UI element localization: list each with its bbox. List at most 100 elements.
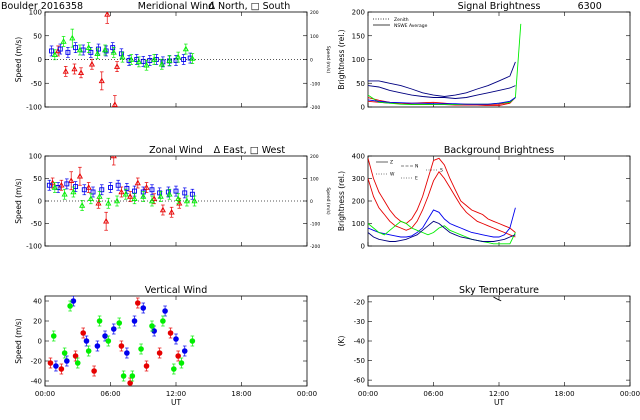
chart-title: Signal Brightness: [458, 1, 541, 12]
data-layer: [368, 23, 522, 107]
series-line: [368, 220, 516, 242]
data-point: [73, 45, 79, 51]
data-point: [105, 199, 112, 206]
data-point: [49, 48, 54, 54]
data-point: [94, 50, 101, 57]
data-point: [110, 156, 117, 159]
chart-title: Meridional Wind: [138, 1, 214, 12]
legend-label: W: [390, 172, 395, 178]
data-point: [140, 58, 146, 64]
data-point: [71, 65, 78, 72]
legend: Z N S W E: [376, 160, 443, 182]
y-tick-label: 100: [352, 56, 365, 64]
data-point: [70, 188, 77, 195]
data-point: [99, 187, 105, 193]
data-point: [77, 69, 85, 76]
data-point: [62, 68, 69, 74]
x-tick-label: 00:00: [358, 390, 378, 398]
y-tick-label: 100: [29, 9, 42, 17]
data-point: [191, 197, 198, 204]
data-point: [94, 343, 101, 349]
data-point: [127, 380, 133, 386]
data-point: [189, 338, 196, 344]
y-tick-label: 100: [29, 153, 42, 161]
y-tick-label: 50: [33, 175, 42, 183]
x-tick-label: 06:00: [100, 390, 120, 398]
series-line: [368, 157, 516, 233]
chart-signal: Signal Brightness 6300 0 50 100 150 200 Brightn…: [337, 1, 631, 112]
y-tick-label: 100: [352, 220, 365, 228]
data-point: [160, 318, 166, 324]
data-point: [166, 190, 173, 197]
data-point: [159, 206, 166, 213]
data-point: [116, 320, 123, 326]
series-line: [368, 97, 516, 105]
data-point: [96, 318, 103, 324]
legend-label: Zenith: [394, 17, 409, 23]
data-point: [134, 179, 141, 186]
data-point: [72, 353, 79, 359]
data-point: [127, 193, 134, 199]
series-line: [368, 85, 516, 99]
data-point: [113, 197, 121, 204]
data-point: [156, 350, 163, 356]
data-point: [103, 217, 110, 224]
x-tick-label: 00:00: [297, 390, 317, 398]
data-point: [157, 190, 163, 196]
data-point: [76, 172, 83, 179]
y-tick-label: 20: [33, 318, 42, 326]
data-point: [149, 323, 155, 329]
y-tick-label: -20: [31, 358, 42, 366]
x-tick-label: 18:00: [554, 390, 574, 398]
data-point: [143, 363, 150, 369]
y-tick-label: 0: [361, 243, 365, 251]
data-point: [120, 373, 127, 379]
data-point: [178, 360, 185, 366]
data-point: [148, 197, 156, 204]
series-line: [368, 23, 522, 106]
data-point: [181, 348, 188, 354]
legend-label: E: [415, 176, 418, 182]
data-point: [189, 55, 196, 61]
data-point: [104, 12, 111, 17]
x-axis-label: UT: [494, 398, 504, 407]
data-point: [140, 305, 147, 311]
chart-vertical: Vertical Wind -40 -20 0 20 40 Speed (m/s) 00:00…: [14, 285, 317, 407]
y-tick-label: -40: [31, 378, 42, 386]
data-point: [175, 195, 182, 201]
series-line: [368, 171, 516, 238]
y-tick-label: -30: [354, 318, 365, 326]
y-tick-label-right: -100: [310, 81, 320, 87]
y-axis-label-right: Speed (m/s): [325, 187, 331, 215]
data-point: [105, 338, 112, 344]
data-point: [124, 350, 130, 356]
chart-background: Background Brightness 0 100 200 300 400 Bright…: [337, 145, 631, 251]
data-point: [168, 208, 175, 215]
data-point: [73, 184, 79, 190]
data-point: [61, 190, 68, 197]
data-point: [171, 366, 177, 372]
data-point: [70, 298, 77, 304]
data-point: [83, 338, 90, 344]
legend-label: Z: [390, 160, 393, 166]
data-point: [175, 353, 181, 359]
legend-label: NSWE Average: [394, 23, 428, 29]
data-point: [98, 77, 105, 84]
data-point: [53, 363, 59, 369]
y-tick-label: 40: [33, 298, 42, 306]
data-point: [108, 185, 113, 190]
data-point: [46, 182, 52, 188]
chart-zonal: Zonal Wind Δ East, □ West -100 -50 0 50 100 -20…: [14, 145, 331, 251]
y-tick-label: 0: [38, 338, 42, 346]
data-point: [95, 199, 102, 206]
data-point: [151, 195, 158, 201]
data-point: [58, 366, 65, 372]
x-axis-label: UT: [171, 398, 181, 407]
data-point: [85, 44, 92, 50]
y-tick-label: -100: [26, 243, 42, 251]
data-point: [113, 63, 121, 69]
data-point: [96, 193, 103, 199]
y-tick-label: 200: [352, 198, 365, 206]
